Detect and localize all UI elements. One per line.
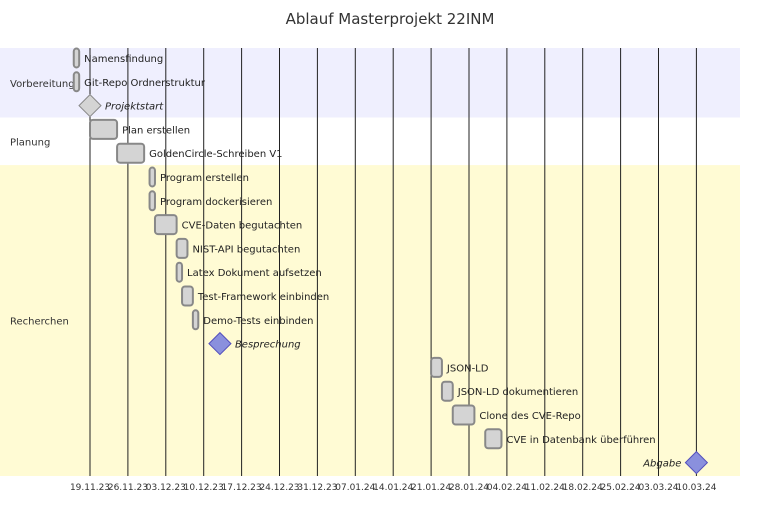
milestone-label: Abgabe bbox=[642, 459, 681, 470]
axis-tick-label: 21.01.24 bbox=[411, 483, 451, 493]
milestone-diamond bbox=[208, 331, 232, 356]
task-label: NIST-API begutachten bbox=[192, 244, 300, 255]
axis-tick-label: 31.12.23 bbox=[297, 483, 337, 493]
task-label: CVE in Datenbank überführen bbox=[506, 435, 655, 446]
grid-layer bbox=[89, 48, 697, 476]
task-label: Latex Dokument aufsetzen bbox=[187, 268, 322, 279]
task-bar bbox=[116, 142, 146, 164]
task-bar bbox=[430, 356, 443, 378]
task-bar bbox=[72, 47, 81, 69]
task-bar bbox=[440, 380, 454, 402]
task-bar bbox=[175, 261, 184, 283]
task-bar bbox=[153, 214, 178, 236]
section-band bbox=[0, 165, 740, 476]
task-bar bbox=[175, 237, 189, 259]
chart-title: Ablauf Masterprojekt 22INM bbox=[286, 10, 495, 28]
section-label: Recherchen bbox=[10, 317, 69, 328]
axis-tick-label: 26.11.23 bbox=[108, 483, 148, 493]
axis-tick-label: 25.02.24 bbox=[601, 483, 641, 493]
tasks-layer: Namensfindung Git-Repo Ordnerstruktur Proj… bbox=[72, 47, 709, 475]
section-label: Vorbereitung bbox=[10, 79, 75, 90]
axis-tick-label: 18.02.24 bbox=[563, 483, 603, 493]
task-bar bbox=[148, 166, 156, 188]
milestone-diamond bbox=[684, 450, 709, 475]
task-label: JSON-LD bbox=[446, 363, 489, 374]
task-bar bbox=[72, 71, 81, 93]
axis-tick-label: 03.12.23 bbox=[146, 483, 186, 493]
task-bar bbox=[484, 428, 503, 450]
task-bar bbox=[191, 309, 200, 331]
axis-tick-label: 24.12.23 bbox=[259, 483, 299, 493]
milestone-label: Besprechung bbox=[235, 340, 301, 351]
axis-ticks: 19.11.2326.11.2303.12.2310.12.2317.12.23… bbox=[70, 483, 717, 493]
task-label: Git-Repo Ordnerstruktur bbox=[84, 78, 206, 89]
axis-tick-label: 17.12.23 bbox=[222, 483, 262, 493]
milestone-diamond bbox=[78, 93, 102, 118]
axis-tick-label: 04.02.24 bbox=[487, 483, 527, 493]
section-band bbox=[0, 48, 740, 118]
task-label: Demo-Tests einbinden bbox=[203, 316, 313, 327]
axis-tick-label: 10.03.24 bbox=[676, 483, 716, 493]
task-label: GoldenCircle-Schreiben V1 bbox=[149, 149, 282, 160]
milestone-label: Projektstart bbox=[105, 102, 164, 113]
axis-tick-label: 11.02.24 bbox=[525, 483, 565, 493]
axis-tick-label: 14.01.24 bbox=[373, 483, 413, 493]
task-bar bbox=[89, 118, 119, 140]
task-label: CVE-Daten begutachten bbox=[182, 221, 303, 232]
section-label: Planung bbox=[10, 137, 50, 148]
task-label: Test-Framework einbinden bbox=[197, 292, 329, 303]
axis-tick-label: 07.01.24 bbox=[335, 483, 375, 493]
axis-tick-label: 10.12.23 bbox=[184, 483, 224, 493]
task-bar bbox=[181, 285, 194, 307]
task-label: Namensfindung bbox=[84, 54, 163, 65]
task-label: Clone des CVE-Repo bbox=[479, 411, 580, 422]
axis-tick-label: 28.01.24 bbox=[449, 483, 489, 493]
sections-layer: Vorbereitung Planung Recherchen bbox=[0, 48, 740, 476]
task-label: Program erstellen bbox=[160, 173, 249, 184]
task-bar bbox=[148, 190, 156, 212]
task-bar bbox=[451, 404, 476, 426]
task-label: JSON-LD dokumentieren bbox=[457, 387, 578, 398]
task-label: Program dockerisieren bbox=[160, 197, 272, 208]
axis-tick-label: 19.11.23 bbox=[70, 483, 110, 493]
axis-tick-label: 03.03.24 bbox=[638, 483, 678, 493]
task-label: Plan erstellen bbox=[122, 125, 190, 136]
